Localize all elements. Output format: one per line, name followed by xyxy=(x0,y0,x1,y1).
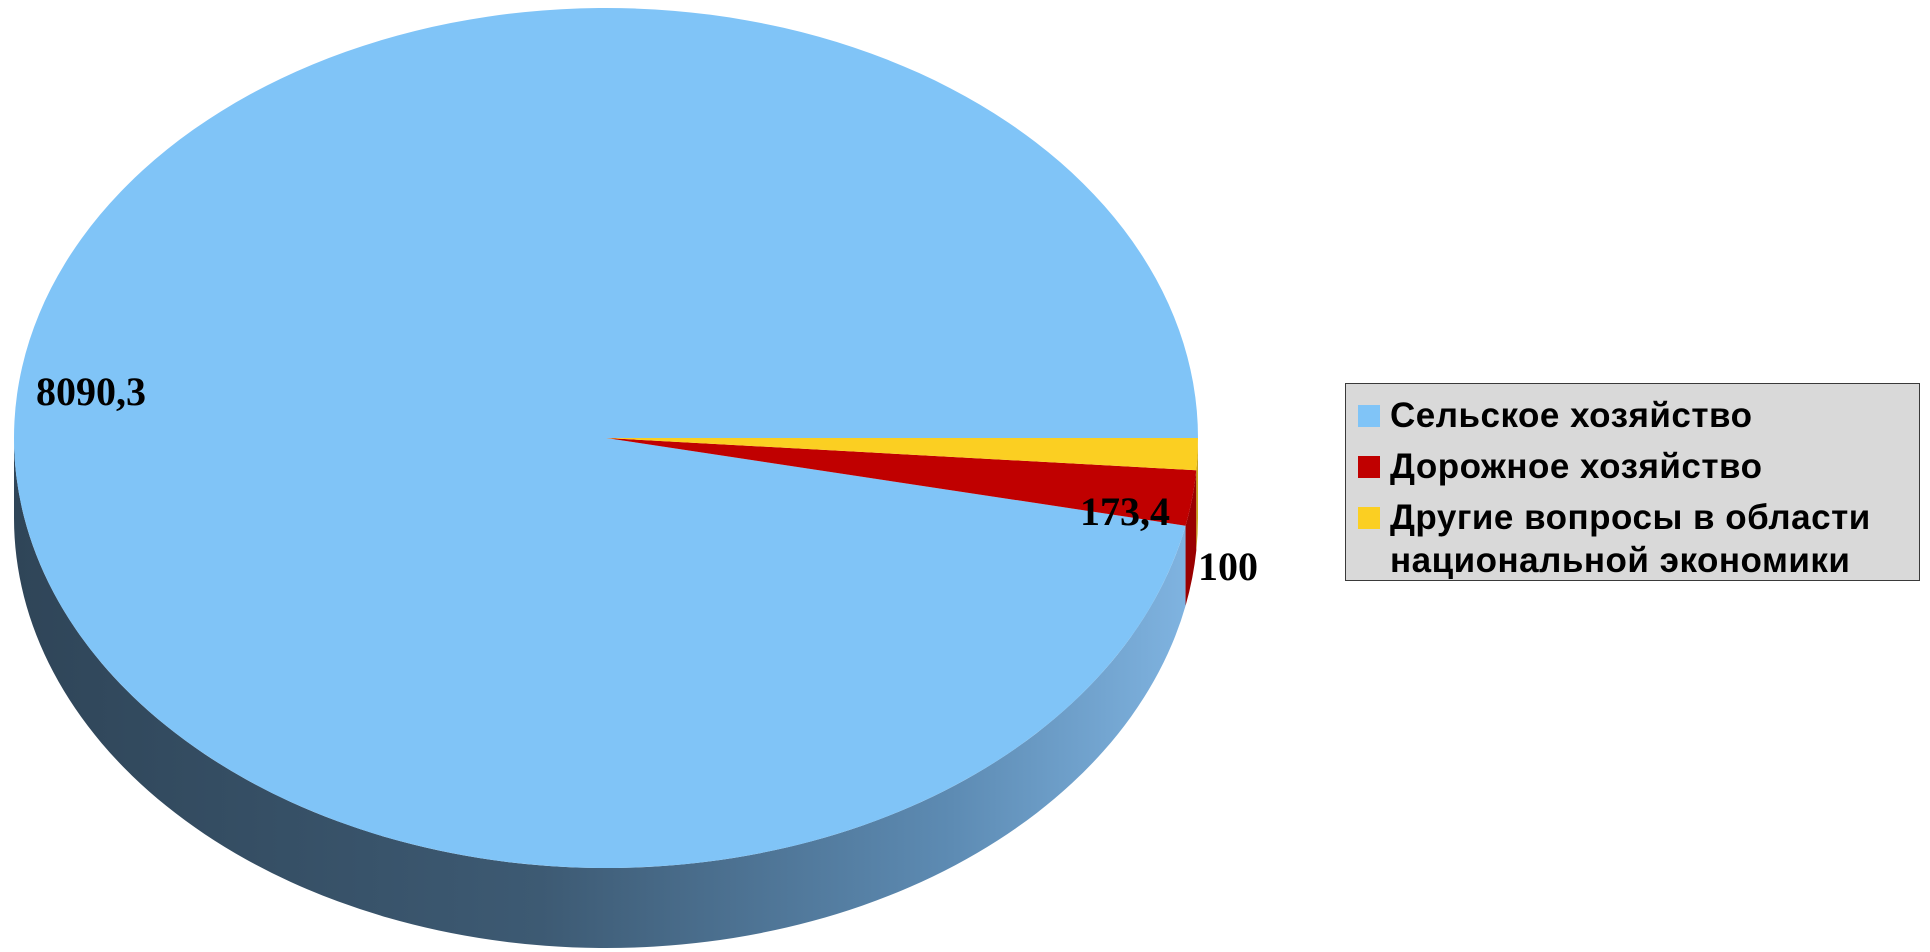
pie-side-wall xyxy=(14,438,1198,949)
pie-top-face xyxy=(14,8,1198,869)
pie-side-agriculture xyxy=(14,438,1186,949)
data-label-roads: 173,4 xyxy=(1080,489,1170,534)
legend-swatch-roads xyxy=(1358,456,1380,478)
data-label-agriculture: 8090,3 xyxy=(36,369,146,414)
pie-slice-roads xyxy=(606,438,1197,526)
pie-data-labels: 8090,3 173,4 100 xyxy=(36,369,1258,589)
chart-legend: Сельское хозяйство Дорожное хозяйство Др… xyxy=(1345,383,1920,581)
pie-side-roads xyxy=(1185,470,1197,606)
legend-item-other: Другие вопросы в области национальной эк… xyxy=(1358,496,1919,582)
legend-item-roads: Дорожное хозяйство xyxy=(1358,445,1919,488)
legend-label-agriculture: Сельское хозяйство xyxy=(1390,396,1753,435)
data-label-other: 100 xyxy=(1198,544,1258,589)
legend-swatch-other xyxy=(1358,507,1380,529)
pie-slice-agriculture xyxy=(14,8,1198,869)
legend-label-other: Другие вопросы в области национальной эк… xyxy=(1390,498,1871,580)
pie-side-other xyxy=(1196,438,1198,551)
pie-slice-other xyxy=(606,438,1198,471)
legend-item-agriculture: Сельское хозяйство xyxy=(1358,394,1919,437)
legend-label-roads: Дорожное хозяйство xyxy=(1390,447,1763,486)
legend-swatch-agriculture xyxy=(1358,405,1380,427)
